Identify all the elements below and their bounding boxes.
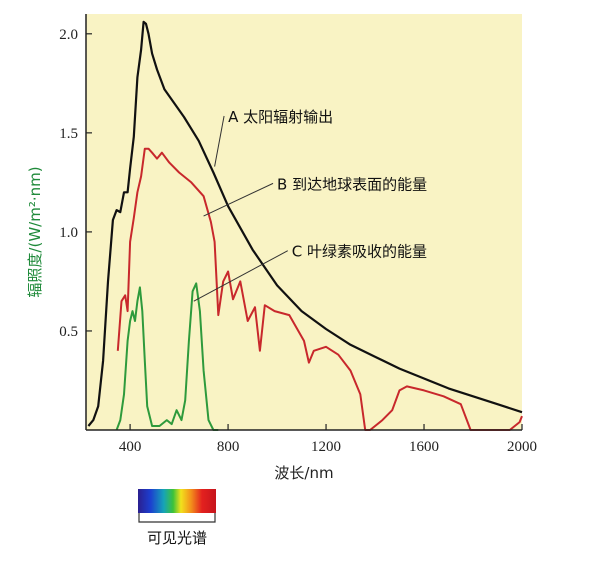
annotation-solar-output-leader [214,115,225,167]
axes-layer: 400 800 1200 1600 2000 0.5 1.0 1.5 2.0 [59,14,537,455]
annotation-solar-output: A 太阳辐射输出 [228,108,333,126]
y-tick-label: 0.5 [59,324,78,340]
annotation-chlorophyll-leader [193,250,288,302]
visible-spectrum-bar [138,489,216,513]
x-axis-title: 波长/nm [274,464,333,482]
surface-energy-line [116,147,523,431]
solar-output-line [87,20,523,427]
y-tick-label: 1.5 [59,126,78,142]
annotation-surface-energy: B 到达地球表面的能量 [277,175,427,193]
x-tick-label: 400 [119,439,142,455]
x-tick-label: 800 [217,439,240,455]
annotation-surface-energy-leader [203,182,274,217]
visible-spectrum-label: 可见光谱 [147,529,207,547]
plot-background [86,14,522,430]
x-tick-label: 1600 [409,439,439,455]
y-axis-title: 辐照度/(W/m²·nm) [26,166,44,297]
y-tick-label: 1.0 [59,225,78,241]
annotation-layer: A 太阳辐射输出 B 到达地球表面的能量 C 叶绿素吸收的能量 [193,108,427,302]
chlorophyll-absorption-line [115,282,219,431]
annotation-chlorophyll: C 叶绿素吸收的能量 [292,243,427,261]
x-tick-label: 2000 [507,439,537,455]
series-layer [87,20,523,431]
x-tick-label: 1200 [311,439,341,455]
y-tick-label: 2.0 [59,27,78,43]
visible-spectrum-bracket [138,513,216,523]
